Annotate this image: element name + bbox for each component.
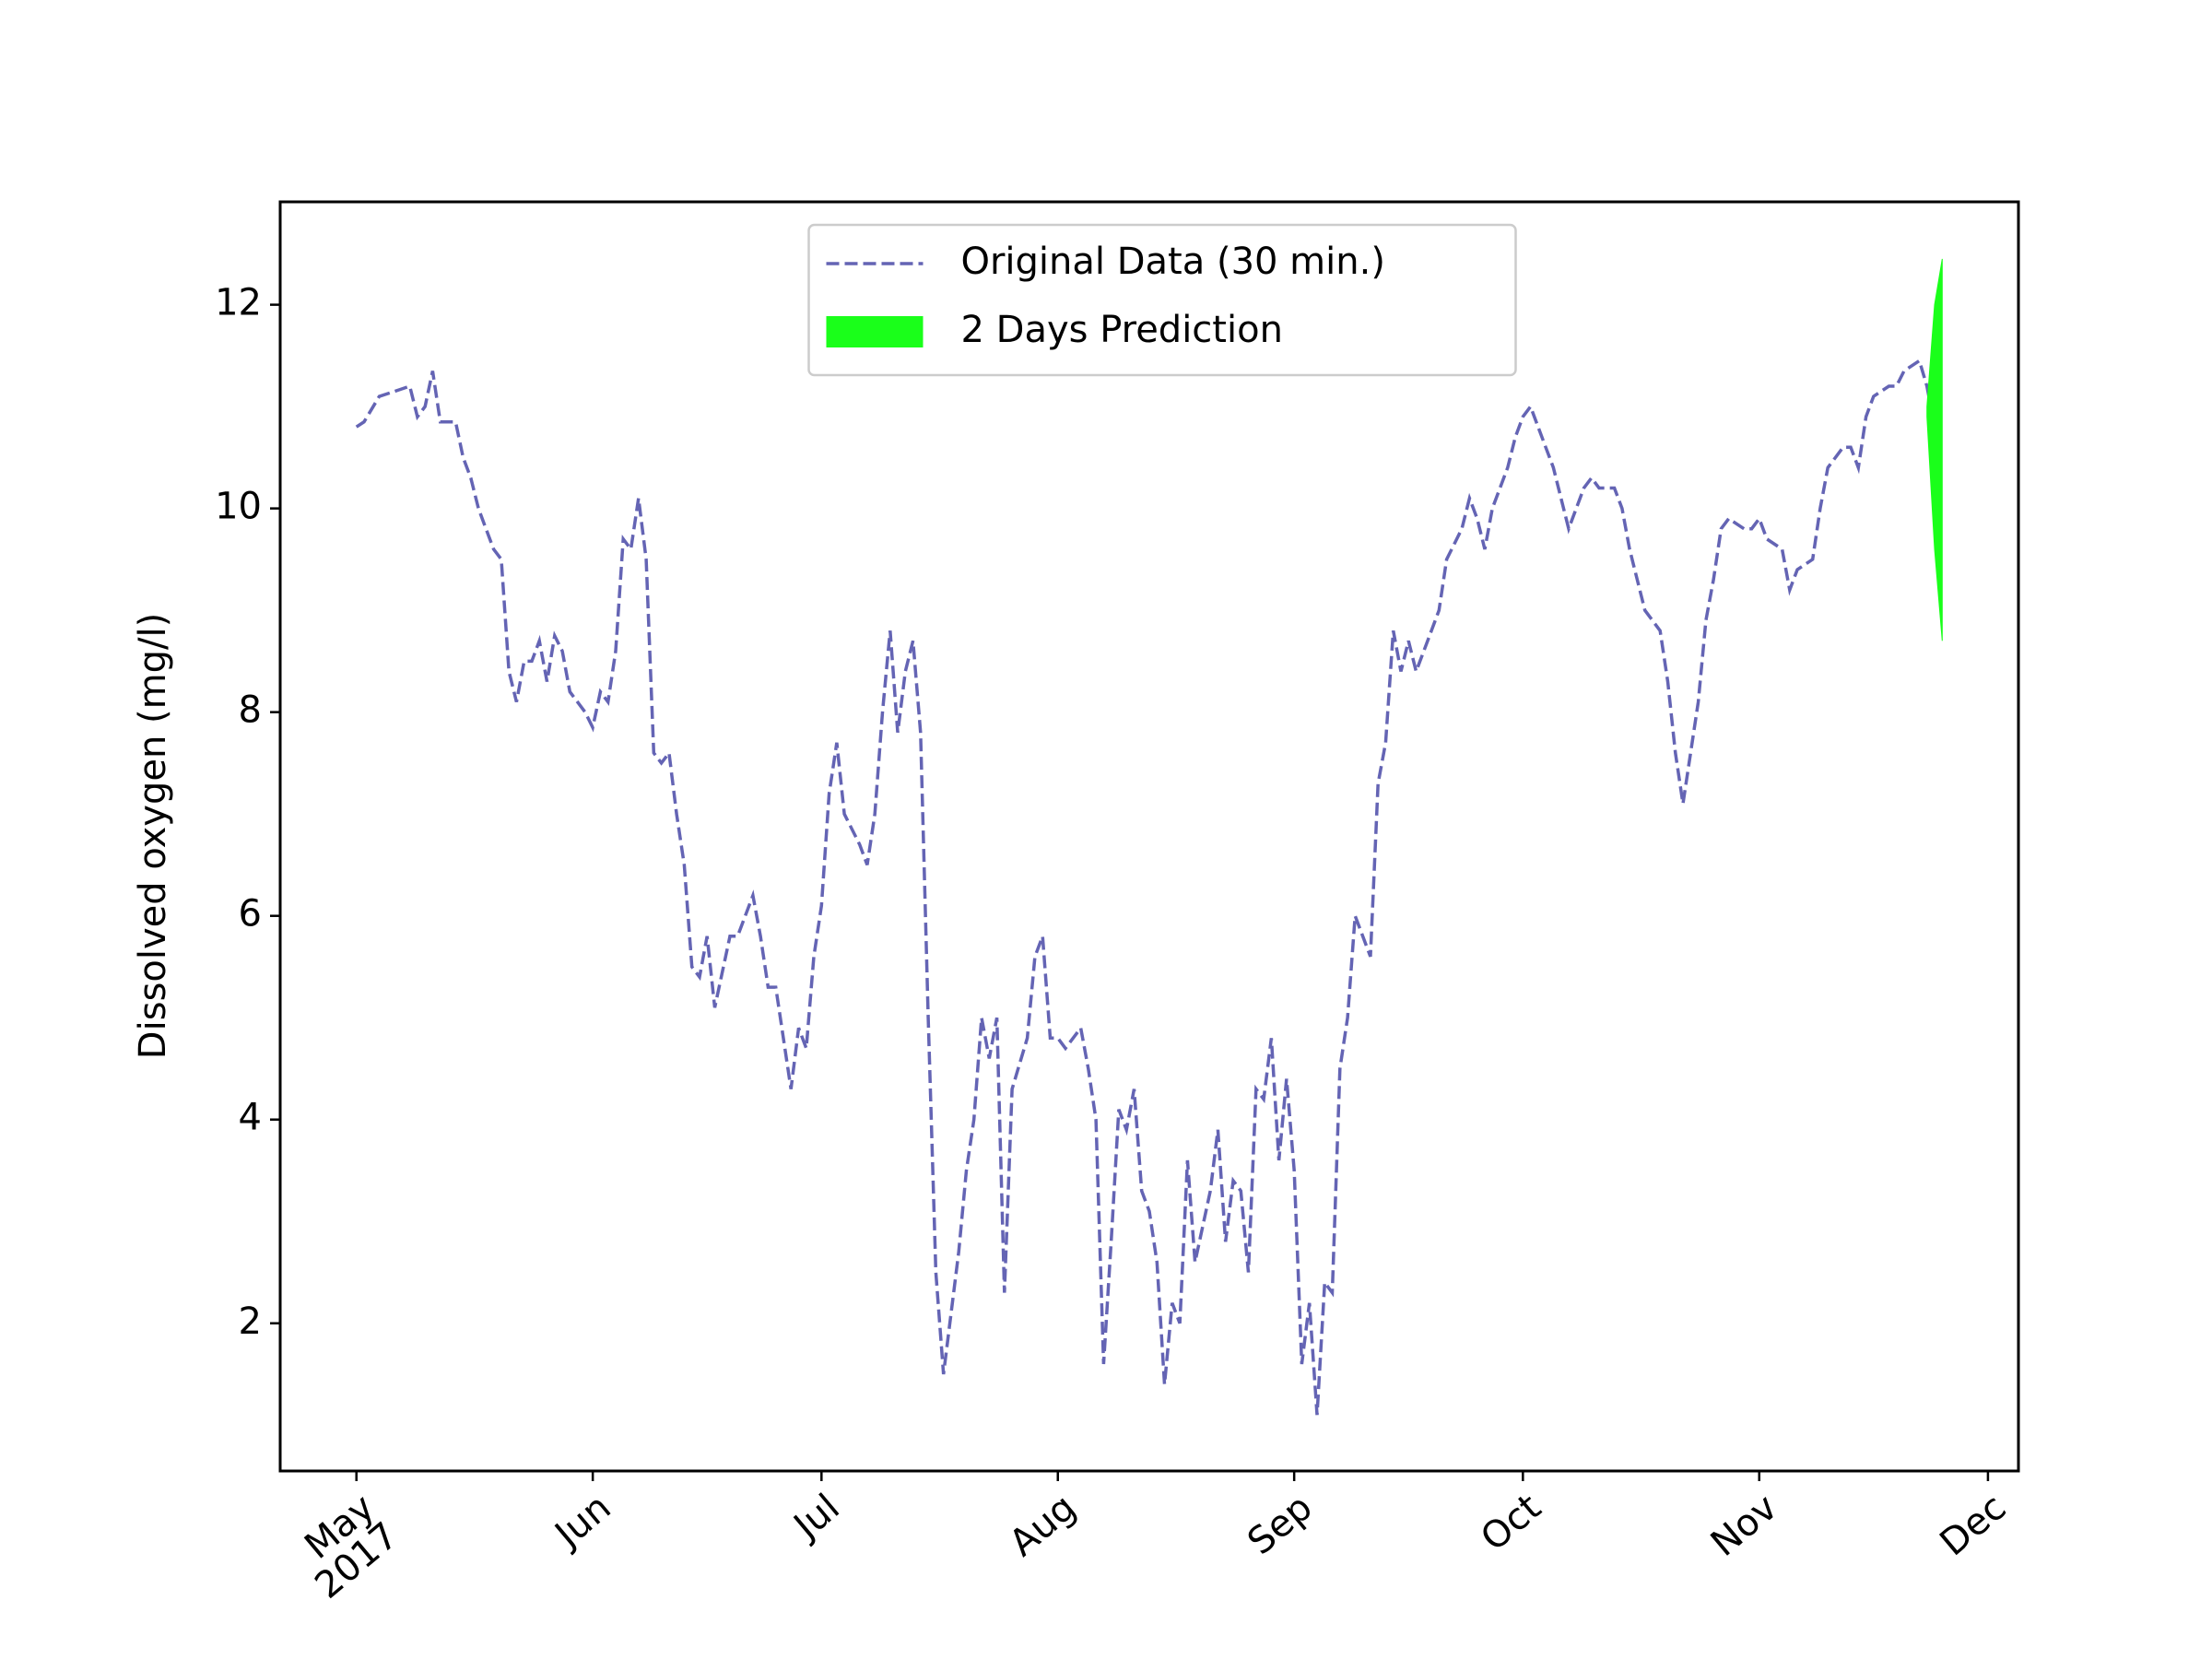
y-tick-label: 10 — [215, 486, 262, 528]
legend-box — [807, 223, 1517, 377]
y-tick-label: 8 — [239, 689, 262, 732]
y-tick-label: 4 — [239, 1097, 262, 1139]
prediction-band — [1926, 258, 1943, 641]
legend-label: 2 Days Prediction — [961, 309, 1283, 351]
legend-label: Original Data (30 min.) — [961, 241, 1385, 283]
plot-frame — [278, 200, 2020, 1473]
y-tick-label: 6 — [239, 893, 262, 935]
data-line — [355, 358, 1936, 1416]
legend-swatch — [826, 316, 924, 347]
y-tick-label: 12 — [215, 282, 262, 324]
y-axis-label: Dissolved oxygen (mg/l) — [132, 613, 174, 1059]
y-tick-label: 2 — [239, 1300, 262, 1343]
